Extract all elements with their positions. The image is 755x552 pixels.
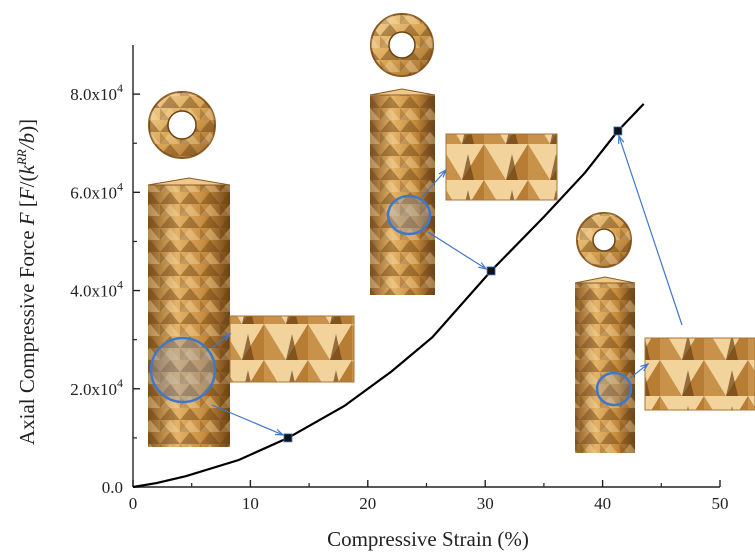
callout-arrow-head <box>274 429 285 436</box>
callout-arrow-line <box>211 333 231 349</box>
callout-arrow-line <box>629 363 649 379</box>
callout-arrow-head <box>640 362 650 372</box>
callout-arrow-line <box>421 169 447 198</box>
y-axis-title: Axial Compressive Force F [F/(kRR/b)] <box>14 119 39 445</box>
y-tick-label: 2.0x104 <box>70 376 123 399</box>
origami-column-1-icon <box>147 177 231 447</box>
x-tick-label: 0 <box>129 494 138 513</box>
ring-3-icon <box>576 212 632 268</box>
y-tick-label: 6.0x104 <box>70 179 123 202</box>
x-ticks: 0 10 20 30 40 50 <box>129 480 729 513</box>
callout-arrow-line <box>618 135 683 326</box>
callout-circle-1 <box>149 336 217 404</box>
zoom-panel-3-icon <box>644 337 755 411</box>
origami-column-2-icon <box>369 88 436 295</box>
callout-arrow-line <box>427 231 487 270</box>
y-tick-label: 0.0 <box>102 478 123 497</box>
y-tick-label: 8.0x104 <box>70 81 123 104</box>
callout-circle-2 <box>386 194 432 236</box>
x-tick-label: 10 <box>242 494 259 513</box>
x-tick-label: 30 <box>477 494 494 513</box>
callout-arrow-head <box>618 134 625 144</box>
data-marker <box>613 126 623 136</box>
zoom-panel-1-icon <box>229 315 355 383</box>
ring-2-icon <box>370 13 434 77</box>
ring-1-icon <box>148 91 216 159</box>
callout-arrows <box>211 134 683 436</box>
x-tick-label: 20 <box>359 494 376 513</box>
series-line <box>132 103 645 489</box>
x-tick-label: 40 <box>594 494 611 513</box>
origami-column-3-icon <box>574 276 636 453</box>
zoom-panel-2-icon <box>445 133 558 201</box>
y-tick-label: 4.0x104 <box>70 278 123 301</box>
x-axis-title: Compressive Strain (%) <box>327 527 529 551</box>
callout-arrow-head <box>478 262 488 270</box>
data-markers <box>283 126 623 443</box>
callout-circle-3 <box>595 371 633 407</box>
callout-arrow-head <box>222 332 232 342</box>
origami-illustrations <box>147 13 755 453</box>
y-ticks: 0.0 2.0x104 4.0x104 6.0x104 8.0x104 <box>70 81 140 497</box>
callout-arrow-line <box>211 404 284 436</box>
x-tick-label: 50 <box>712 494 729 513</box>
callout-arrow-head <box>438 168 448 178</box>
data-marker <box>486 266 496 276</box>
data-marker <box>283 433 293 443</box>
